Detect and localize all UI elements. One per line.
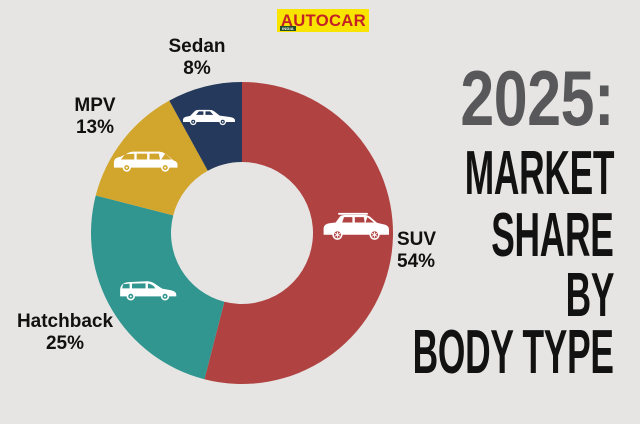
label-hatchback-name: Hatchback xyxy=(16,311,114,332)
mpv-icon xyxy=(111,149,181,175)
autocar-logo-india-badge: INDIA xyxy=(280,26,296,31)
label-suv-name: SUV xyxy=(397,229,437,250)
sedan-icon xyxy=(181,106,237,126)
autocar-logo: AUTOCAR INDIA xyxy=(277,9,369,32)
title-body-type: BODY TYPE xyxy=(412,318,614,387)
hatchback-icon xyxy=(116,278,181,304)
label-mpv: MPV 13% xyxy=(74,95,115,139)
autocar-logo-text: AUTOCAR xyxy=(280,11,366,30)
label-sedan-name: Sedan xyxy=(168,36,226,57)
label-suv-pct: 54% xyxy=(397,251,436,272)
label-hatchback: Hatchback 25% xyxy=(17,311,113,355)
slice-suv xyxy=(204,82,394,384)
title-market: MARKET xyxy=(464,139,615,208)
title-share: SHARE xyxy=(491,201,615,270)
label-hatchback-pct: 25% xyxy=(45,333,85,354)
title-year: 2025: xyxy=(460,54,614,142)
label-sedan: Sedan 8% xyxy=(168,36,225,80)
label-suv: SUV 54% xyxy=(397,229,436,273)
label-mpv-name: MPV xyxy=(74,95,116,116)
title-by: BY xyxy=(565,261,614,330)
label-sedan-pct: 8% xyxy=(183,58,211,79)
suv-icon xyxy=(320,212,392,243)
label-mpv-pct: 13% xyxy=(75,117,115,138)
slice-sedan xyxy=(169,82,242,171)
